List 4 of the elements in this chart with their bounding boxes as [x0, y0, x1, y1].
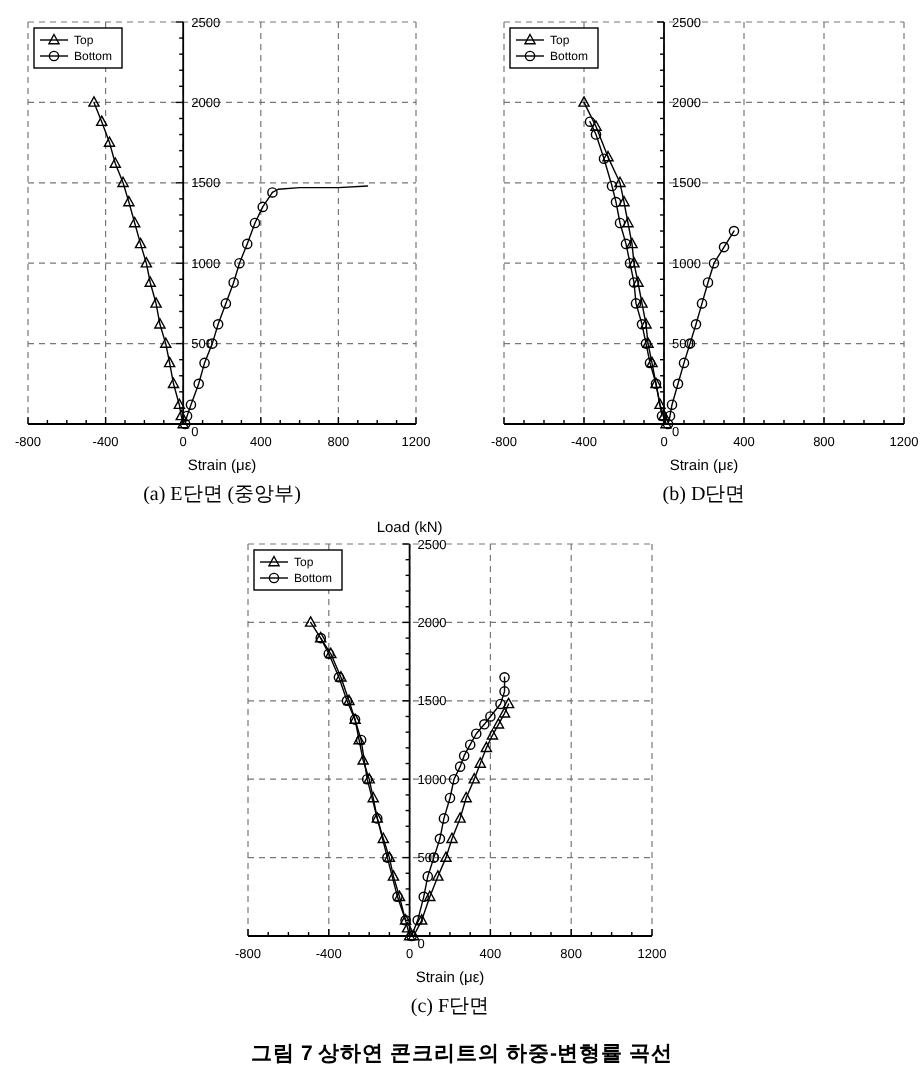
text: (a) E단면 (중앙부) — [143, 484, 301, 506]
caption: 그림 7 상하연 콘크리트의 하중-변형률 곡선 — [251, 1042, 673, 1066]
text: (c) F단면 — [410, 996, 490, 1018]
text: (b) D단면 — [662, 484, 746, 506]
